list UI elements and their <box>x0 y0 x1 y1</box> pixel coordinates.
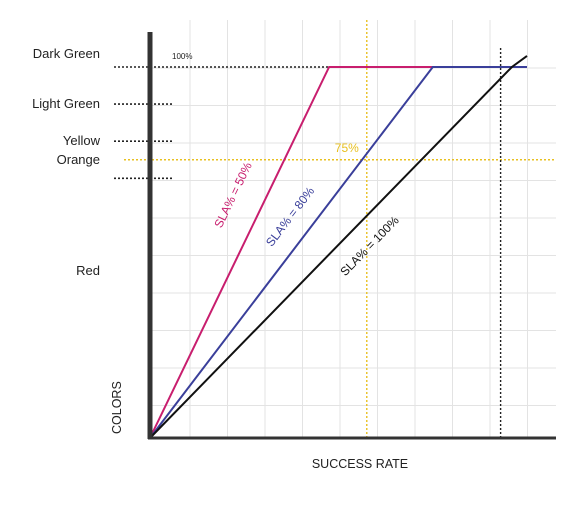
axes <box>147 32 556 440</box>
y-category-label: Yellow <box>63 133 101 148</box>
threshold-lines <box>114 66 501 180</box>
series-line-1 <box>149 66 527 439</box>
y-category-label: Light Green <box>32 96 100 111</box>
y-axis-title: COLORS <box>110 381 124 434</box>
grid <box>150 20 556 438</box>
series-label-1: SLA% = 50% <box>211 160 255 230</box>
series-line-3 <box>149 55 528 439</box>
reference-lines <box>124 20 556 438</box>
series-label-3: SLA% = 100% <box>337 213 402 279</box>
y-category-labels: Dark Green Light Green Yellow Orange Red <box>32 46 101 278</box>
series-line-2 <box>149 66 527 439</box>
y-category-label: Red <box>76 263 100 278</box>
y-category-label: Orange <box>57 152 100 167</box>
series-labels: SLA% = 50% SLA% = 80% SLA% = 100% <box>211 160 402 279</box>
reference-label: 75% <box>335 141 359 155</box>
series-group <box>149 55 528 439</box>
y-category-label: Dark Green <box>33 46 100 61</box>
series-label-2: SLA% = 80% <box>263 184 317 249</box>
top-percent-label: 100% <box>172 52 192 61</box>
x-axis-title: SUCCESS RATE <box>312 457 408 471</box>
